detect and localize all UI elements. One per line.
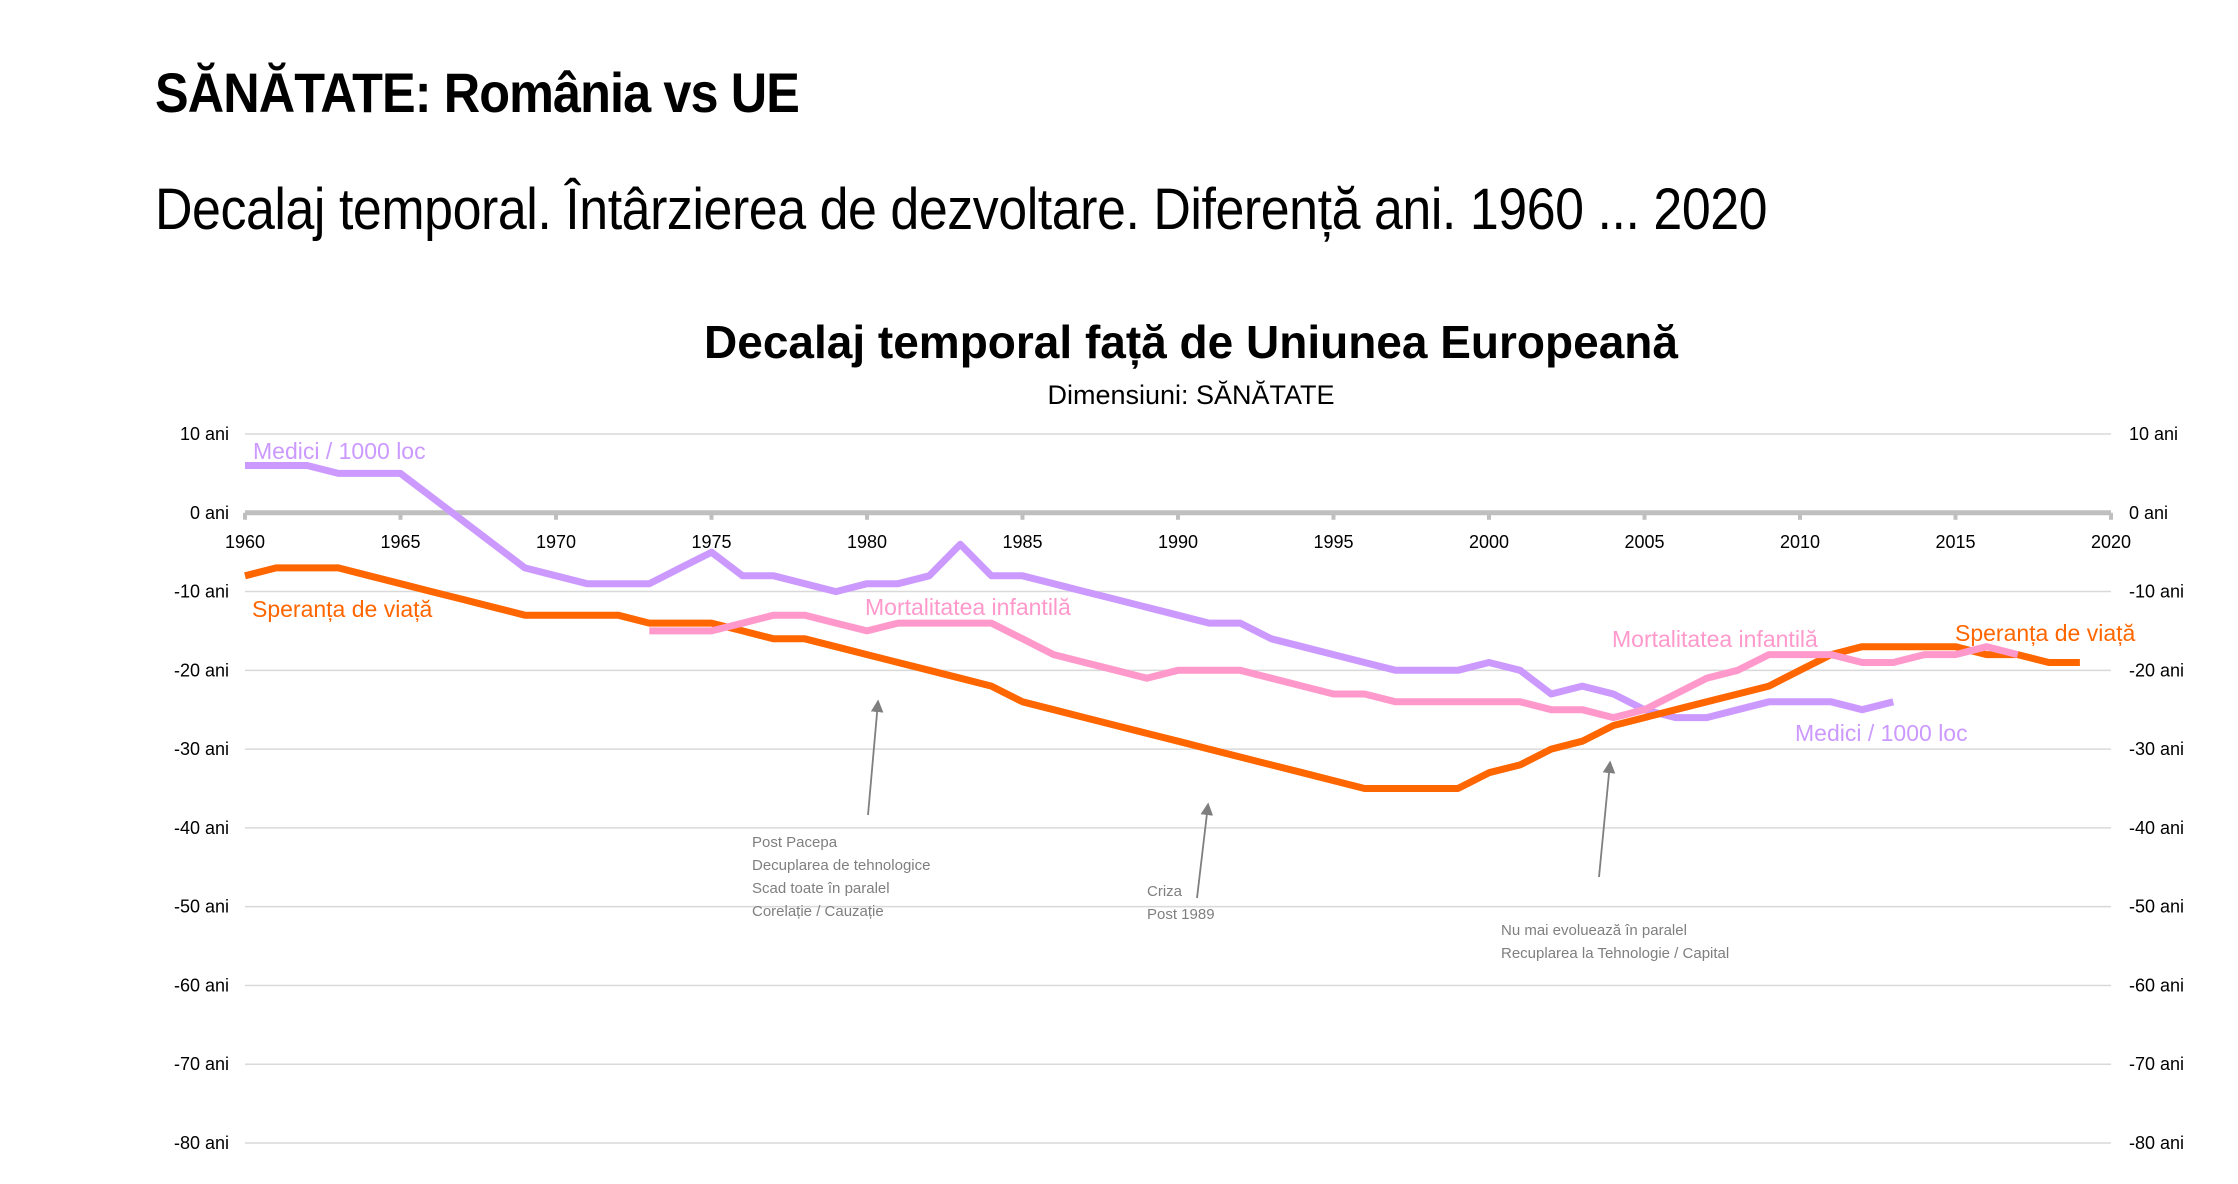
x-tick-label: 1975: [691, 532, 731, 552]
y-tick-label-right: -10 ani: [2129, 582, 2184, 602]
x-tick-label: 2020: [2091, 532, 2131, 552]
annotation-arrow: [867, 699, 884, 816]
y-tick-label-left: -10 ani: [174, 582, 229, 602]
series-line-medici: [245, 462, 1895, 722]
x-tick-label: 1970: [536, 532, 576, 552]
x-tick-label: 1980: [847, 532, 887, 552]
annotation-text: Corelație / Cauzație: [752, 903, 884, 920]
annotation-arrow: [1196, 802, 1214, 899]
page-subtitle: Decalaj temporal. Întârzierea de dezvolt…: [155, 177, 1768, 242]
y-tick-label-left: -40 ani: [174, 818, 229, 838]
x-tick-label: 1960: [225, 532, 265, 552]
y-tick-label-right: -30 ani: [2129, 739, 2184, 759]
annotation-text: Post 1989: [1147, 906, 1215, 923]
y-tick-label-right: -40 ani: [2129, 818, 2184, 838]
annotation-text: Decuplarea de tehnologice: [752, 857, 930, 874]
series-label: Mortalitatea infantilă: [1612, 626, 1818, 652]
chart-title: Decalaj temporal față de Uniunea Europea…: [704, 316, 1678, 369]
y-tick-label-right: 0 ani: [2129, 503, 2168, 523]
series-lines: [244, 462, 2080, 792]
y-tick-label-left: -60 ani: [174, 975, 229, 995]
y-tick-label-right: -60 ani: [2129, 975, 2184, 995]
annotations: Post Pacepa Decuplarea de tehnologice Scad…: [752, 699, 1729, 962]
y-tick-label-left: -70 ani: [174, 1054, 229, 1074]
annotation-text: Scad toate în paralel: [752, 880, 890, 897]
x-axis: 1960 1965 1970 1975 1980 1985 1990 1995 2000 2005…: [225, 510, 2131, 552]
chart-subtitle: Dimensiuni: SĂNĂTATE: [1047, 380, 1334, 410]
y-tick-label-right: 10 ani: [2129, 424, 2178, 444]
y-tick-label-left: 10 ani: [180, 424, 229, 444]
y-tick-label-right: -80 ani: [2129, 1133, 2184, 1153]
y-axis-left: 10 ani 0 ani -10 ani -20 ani -30 ani -40 ani -…: [174, 424, 229, 1153]
y-tick-label-right: -70 ani: [2129, 1054, 2184, 1074]
x-tick-label: 2000: [1469, 532, 1509, 552]
y-axis-right: 10 ani 0 ani -10 ani -20 ani -30 ani -40 ani -…: [2129, 424, 2184, 1153]
y-tick-label-left: -50 ani: [174, 897, 229, 917]
y-tick-label-right: -20 ani: [2129, 660, 2184, 680]
x-tick-label: 1965: [380, 532, 420, 552]
series-label: Mortalitatea infantilă: [865, 594, 1071, 620]
series-label: Medici / 1000 loc: [1795, 720, 1968, 746]
series-labels: Medici / 1000 loc Medici / 1000 loc Speran…: [252, 438, 2136, 746]
x-tick-label: 1995: [1313, 532, 1353, 552]
y-tick-label-left: 0 ani: [190, 503, 229, 523]
y-tick-label-right: -50 ani: [2129, 897, 2184, 917]
annotation-text: Post Pacepa: [752, 834, 838, 851]
annotation-text: Nu mai evoluează în paralel: [1501, 922, 1687, 939]
x-tick-label: 2015: [1935, 532, 1975, 552]
series-label: Speranța de viață: [252, 596, 433, 622]
x-tick-label: 1990: [1158, 532, 1198, 552]
x-tick-label: 2010: [1780, 532, 1820, 552]
series-label: Medici / 1000 loc: [253, 438, 426, 464]
x-tick-label: 1985: [1002, 532, 1042, 552]
x-tick-label: 2005: [1624, 532, 1664, 552]
page-title: SĂNĂTATE: România vs UE: [155, 61, 800, 124]
annotation-text: Criza: [1147, 883, 1183, 900]
series-label: Speranța de viață: [1955, 620, 2136, 646]
annotation-arrow: [1598, 760, 1616, 878]
y-tick-label-left: -20 ani: [174, 660, 229, 680]
series-line-mortalitate: [649, 611, 2019, 722]
y-tick-label-left: -30 ani: [174, 739, 229, 759]
series-line-speranta: [244, 564, 2080, 792]
y-tick-label-left: -80 ani: [174, 1133, 229, 1153]
annotation-text: Recuplarea la Tehnologie / Capital: [1501, 945, 1729, 962]
